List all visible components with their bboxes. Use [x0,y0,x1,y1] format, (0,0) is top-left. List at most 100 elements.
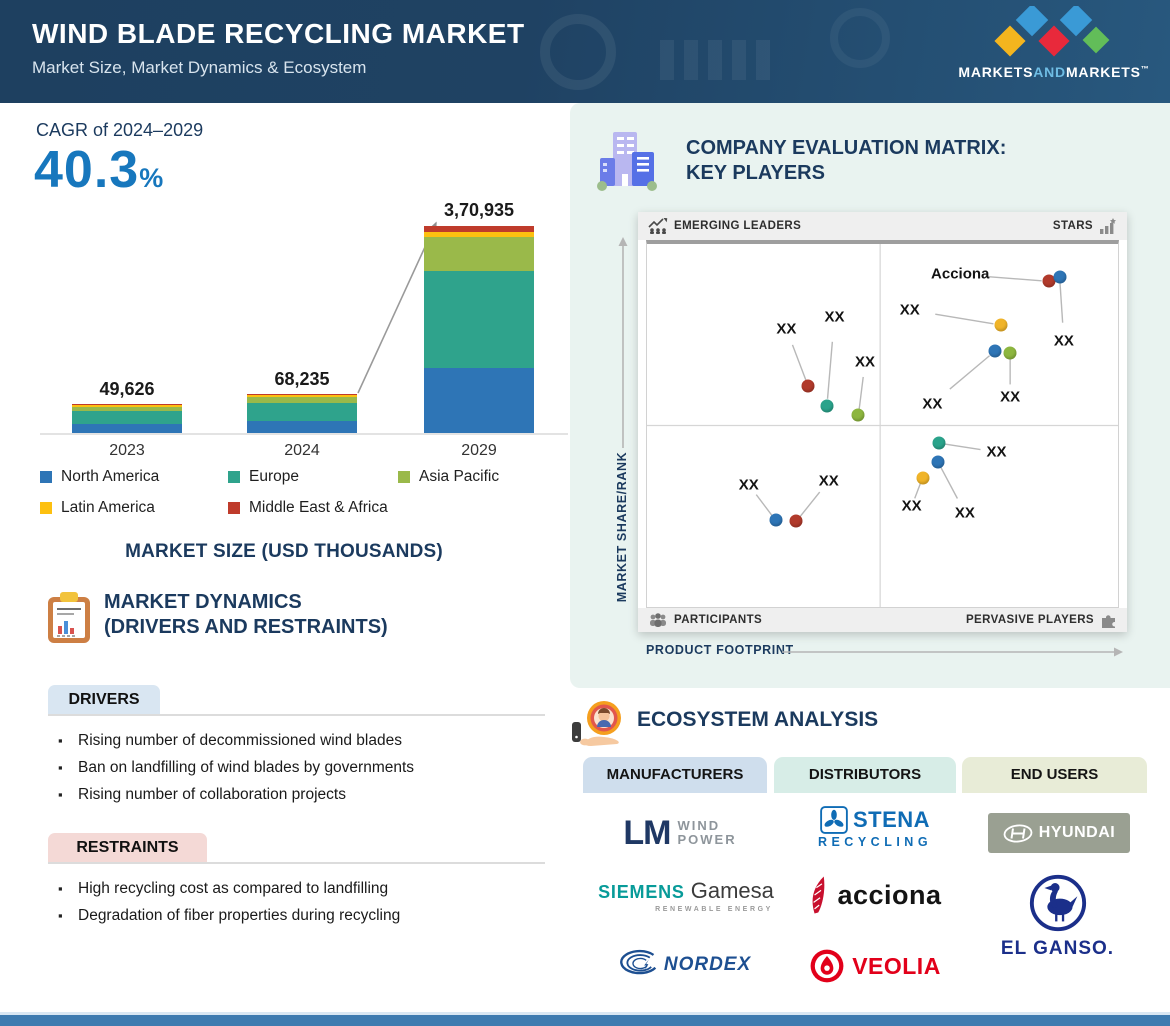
bar-segment [424,367,534,433]
matrix-point-label: XX [986,443,1007,461]
legend-label: Middle East & Africa [249,499,388,516]
hyundai-h-icon [1003,824,1033,842]
bar-segment [424,236,534,271]
page-subtitle: Market Size, Market Dynamics & Ecosystem [32,58,367,77]
matrix-company-dot [820,399,834,413]
stena-recycling-text: RECYCLING [817,835,933,849]
renewable-energy-text: RENEWABLE ENERGY [655,906,773,913]
matrix-title: COMPANY EVALUATION MATRIX: KEY PLAYERS [686,136,1006,186]
legend-item: Europe [228,468,398,486]
matrix-point-label: XX [818,472,839,490]
legend-label: North America [61,468,160,485]
bar-segment [247,421,357,433]
company-evaluation-matrix: EMERGING LEADERS STARS XX XX XX Acciona XX XX… [638,212,1127,632]
header-decoration-bars [660,40,780,80]
matrix-point-label: XX [824,308,845,326]
bar-segment [72,411,182,425]
matrix-point-label: XX [738,476,759,494]
bar-segment [247,395,357,397]
matrix-point-label: XX [776,320,797,338]
drivers-list: Rising number of decommissioned wind bla… [58,731,550,812]
matrix-company-dot [994,318,1008,332]
cagr-number: 40.3 [34,141,140,199]
matrix-point-label: XX [855,353,876,371]
legend-swatch [228,502,240,514]
matrix-company-dot [1003,346,1017,360]
header-decoration-circle [830,8,890,68]
hyundai-logo: HYUNDAI [988,813,1130,853]
restraints-tab: RESTRAINTS [48,833,207,862]
stena-propeller-icon [820,806,848,834]
market-size-bar-chart: 49,626 2023 68,235 2024 3,70,935 2029 [40,200,568,466]
bar-category-label: 2029 [461,442,497,459]
bar-segment [424,231,534,237]
legend-item: Latin America [40,499,228,517]
bar-total-label: 49,626 [99,379,155,400]
matrix-wires [647,244,1118,607]
matrix-company-dot [988,344,1002,358]
stena-wordmark: STENA [852,807,931,832]
header-decoration-gauge [540,14,616,90]
bar-segment [247,396,357,404]
emerging-leaders-icon [648,218,668,234]
veolia-wordmark: VEOLIA [852,952,941,979]
el-ganso-logo: EL GANSO. [1000,872,1115,960]
nordex-wordmark: NORDEX [663,954,752,975]
matrix-point-label: XX [922,395,943,413]
ecosystem-icon [572,701,621,746]
legend-swatch [398,471,410,483]
matrix-point-label-acciona: Acciona [931,265,990,283]
matrix-title-line1: COMPANY EVALUATION MATRIX: [686,137,1007,159]
chart-title: MARKET SIZE (USD THOUSANDS) [125,541,443,562]
acciona-logo: acciona [798,874,953,916]
bar-segment [72,424,182,433]
legend-item: Middle East & Africa [228,499,398,517]
puzzle-icon [1102,614,1115,628]
matrix-point-label: XX [901,497,922,515]
drivers-divider [48,714,545,716]
tab-end-users: END USERS [962,757,1147,793]
legend-swatch [228,471,240,483]
quadrant-label-participants: PARTICIPANTS [674,614,763,626]
marketsandmarkets-logo: MARKETSANDMARKETS™ [954,3,1154,80]
nordex-swoosh-icon [619,949,657,975]
cagr-value: 40.3% [34,140,163,200]
acciona-wordmark: acciona [837,879,942,910]
bar-segment [72,405,182,407]
matrix-company-dot [1042,274,1056,288]
matrix-title-line2: KEY PLAYERS [686,162,825,184]
legend-label: Europe [249,468,299,485]
bar-category-label: 2024 [284,442,320,459]
bar-category-label: 2023 [109,442,145,459]
header: WIND BLADE RECYCLING MARKET Market Size,… [0,0,1170,103]
market-dynamics-title-line2: (DRIVERS AND RESTRAINTS) [104,616,388,638]
quadrant-label-emerging-leaders: EMERGING LEADERS [674,220,802,232]
stars-icon [1100,217,1116,234]
matrix-company-dot [932,436,946,450]
clipboard-icon [48,592,90,643]
logo-diamonds-icon [994,3,1110,57]
matrix-company-dot [931,455,945,469]
chart-baseline [40,433,568,435]
restraint-item: High recycling cost as compared to landf… [58,879,550,898]
growth-arrow [357,221,437,394]
driver-item: Ban on landfilling of wind blades by gov… [58,758,550,777]
veolia-logo: VEOLIA [800,948,950,984]
bar-segment [247,393,357,396]
lm-wind-power-logo: LM WIND POWER [600,810,760,856]
matrix-top-strip: EMERGING LEADERS STARS [638,212,1127,240]
matrix-point-label: XX [899,301,920,319]
matrix-plot-area: XX XX XX Acciona XX XX XX XX XX XX XX XX XX [646,240,1119,608]
bar-total-label: 3,70,935 [443,200,515,220]
legend-swatch [40,502,52,514]
legend-label: Latin America [61,499,155,516]
siemens-gamesa-logo: SIEMENS Gamesa RENEWABLE ENERGY [596,878,776,913]
matrix-company-dot [916,471,930,485]
chart-legend: North America Europe Asia Pacific Latin Ame… [40,468,564,517]
cagr-percent-sign: % [139,163,164,193]
matrix-point-label: XX [1053,332,1074,350]
cagr-label: CAGR of 2024–2029 [36,120,204,140]
lm-wind-power-text: WIND POWER [677,818,737,847]
el-ganso-wordmark: EL GANSO. [1000,938,1115,959]
